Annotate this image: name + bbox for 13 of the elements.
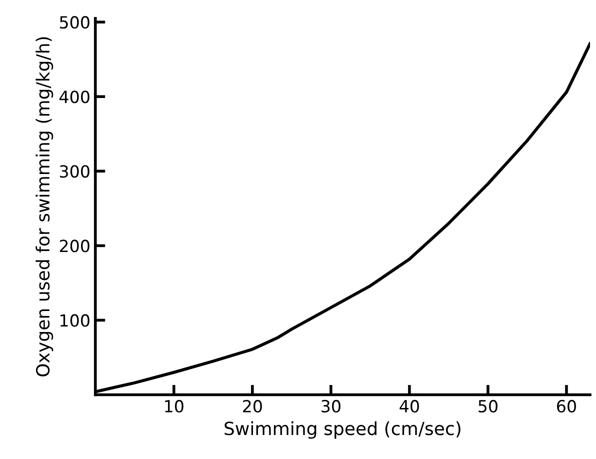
- y-tick-label: 400: [60, 90, 90, 104]
- x-tick-label: 20: [243, 400, 262, 412]
- y-tick-label: 200: [60, 240, 90, 252]
- y-tick-label: 300: [60, 165, 90, 178]
- x-tick-label: 50: [478, 400, 498, 412]
- y-axis-title: Oxygen used for swimming (mg/kg/h): [36, 37, 54, 376]
- x-tick-label: 30: [322, 400, 340, 412]
- x-tick-label: 40: [400, 400, 419, 412]
- x-tick-label: 10: [165, 400, 184, 412]
- y-tick-label: 500: [60, 16, 90, 29]
- x-tick-label: 60: [557, 400, 576, 412]
- y-tick-label: 100: [60, 314, 90, 327]
- x-axis-title: Swimming speed (cm/sec): [224, 421, 460, 439]
